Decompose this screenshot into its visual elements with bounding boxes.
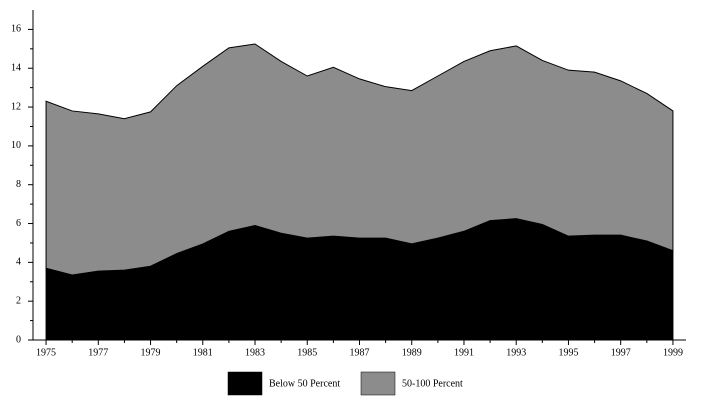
y-tick-label: 4 — [16, 257, 21, 268]
x-tick-label: 1999 — [663, 347, 683, 358]
y-tick-label: 0 — [16, 334, 21, 345]
legend-swatch — [227, 371, 263, 396]
y-tick-label: 16 — [11, 24, 21, 35]
area — [45, 43, 674, 276]
legend-label: Below 50 Percent — [269, 378, 340, 389]
x-tick-label: 1987 — [350, 347, 370, 358]
x-tick-label: 1981 — [193, 347, 213, 358]
y-tick-label: 2 — [16, 295, 21, 306]
x-tick-label: 1993 — [506, 347, 526, 358]
x-tick-label: 1983 — [245, 347, 265, 358]
legend-label: 50-100 Percent — [402, 378, 463, 389]
y-tick-label: 6 — [16, 218, 21, 229]
y-tick-label: 14 — [11, 63, 21, 74]
legend-swatch — [360, 371, 396, 396]
y-tick-label: 12 — [11, 101, 21, 112]
x-tick-label: 1995 — [558, 347, 578, 358]
x-tick-label: 1975 — [36, 347, 56, 358]
x-tick-label: 1997 — [611, 347, 631, 358]
x-tick-label: 1977 — [88, 347, 108, 358]
x-tick-label: 1985 — [297, 347, 317, 358]
x-tick-label: 1991 — [454, 347, 474, 358]
x-tick-label: 1979 — [141, 347, 161, 358]
y-tick-label: 10 — [11, 140, 21, 151]
x-tick-label: 1989 — [402, 347, 422, 358]
y-tick-label: 8 — [16, 179, 21, 190]
